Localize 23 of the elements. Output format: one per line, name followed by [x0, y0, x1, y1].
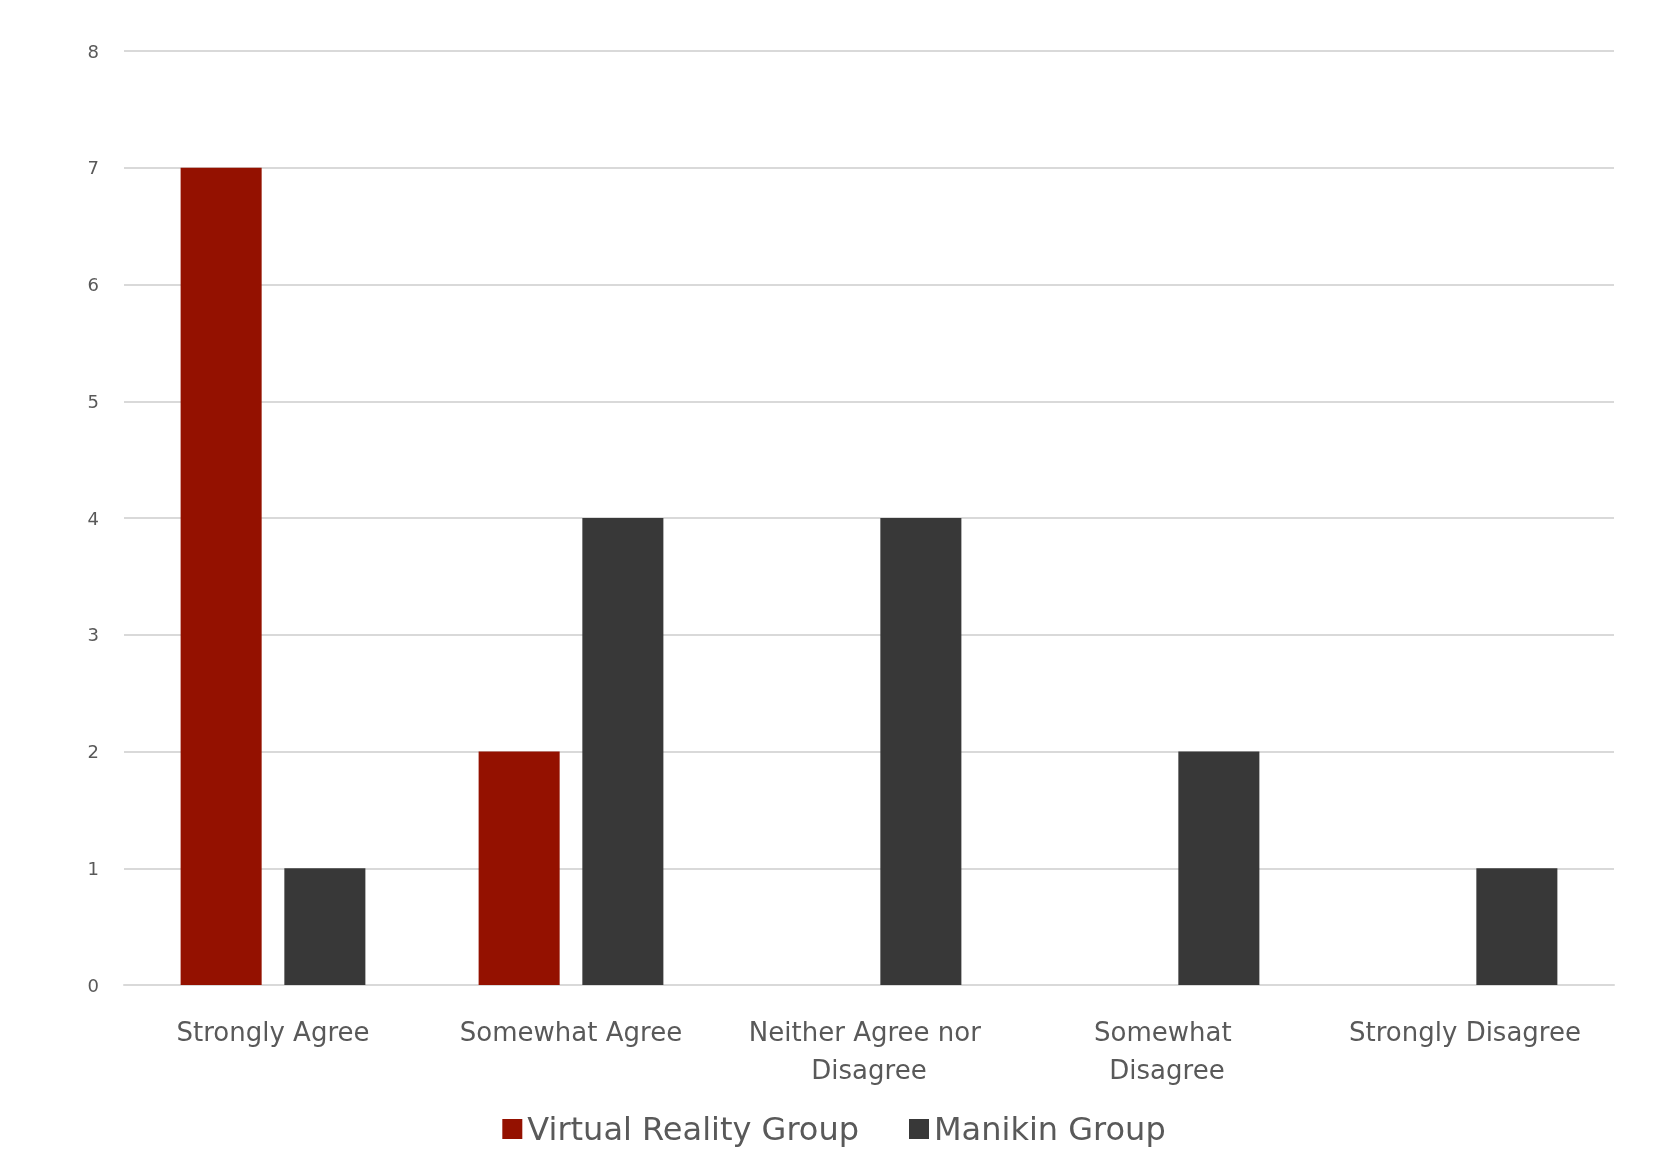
- y-tick-label: 6: [87, 274, 99, 295]
- bar: [180, 167, 262, 985]
- x-tick-label: Strongly Disagree: [1349, 1017, 1581, 1047]
- y-tick-label: 5: [87, 390, 99, 412]
- y-tick-label: 4: [87, 507, 99, 529]
- x-tick-label: Strongly Agree: [176, 1017, 370, 1047]
- bar: [582, 518, 664, 985]
- legend-label: Virtual Reality Group: [527, 1110, 859, 1148]
- y-tick-label: 8: [87, 40, 99, 62]
- bar: [1476, 868, 1558, 985]
- bar: [284, 868, 366, 985]
- y-tick-label: 1: [87, 857, 99, 879]
- y-tick-label: 0: [87, 974, 99, 996]
- x-tick-label: Somewhat Agree: [459, 1017, 683, 1047]
- bar: [880, 518, 962, 985]
- y-tick-label: 7: [87, 157, 99, 179]
- y-tick-label: 3: [87, 624, 99, 646]
- x-tick-label: Neither Agree nor Disagree: [748, 1017, 990, 1085]
- bar: [478, 751, 560, 985]
- bar: [1178, 751, 1260, 985]
- legend-label: Manikin Group: [934, 1110, 1166, 1148]
- x-tick-label: Somewhat Disagree: [1094, 1017, 1240, 1085]
- y-tick-label: 2: [87, 741, 99, 762]
